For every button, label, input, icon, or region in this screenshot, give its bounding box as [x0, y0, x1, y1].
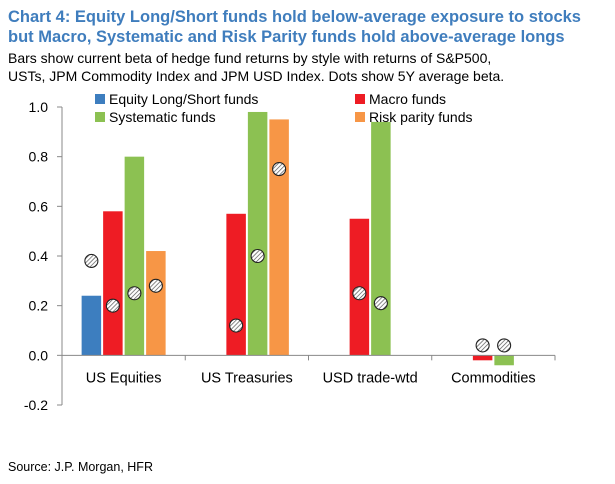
- bar-equity-long-short-funds-us-equities: [81, 295, 102, 356]
- bar-risk-parity-funds-us-treasuries: [269, 119, 289, 356]
- dots-layer: [84, 162, 512, 353]
- bars-layer: [81, 111, 514, 366]
- avg-dot-macro-funds-us-treasuries: [229, 318, 244, 333]
- x-tick-label-us-equities: US Equities: [86, 370, 162, 386]
- y-tick-label: 0.8: [29, 149, 49, 165]
- chart-subtitle: Bars show current beta of hedge fund ret…: [8, 49, 612, 85]
- legend-swatch-systematic-funds: [95, 112, 105, 122]
- bar-risk-parity-funds-us-equities: [146, 251, 166, 356]
- legend-swatch-equity-long-short-funds: [95, 94, 105, 104]
- legend-label-macro-funds: Macro funds: [369, 91, 446, 107]
- y-tick-label: 0.4: [29, 248, 49, 264]
- x-tick-label-commodities: Commodities: [451, 370, 536, 386]
- y-tick-label: 0.6: [29, 198, 49, 214]
- bar-systematic-funds-commodities: [494, 355, 514, 366]
- x-tick-label-us-treasuries: US Treasuries: [201, 370, 293, 386]
- avg-dot-risk-parity-funds-us-equities: [148, 278, 163, 293]
- source-note: Source: J.P. Morgan, HFR: [8, 460, 153, 474]
- avg-dot-macro-funds-commodities: [475, 338, 490, 353]
- x-tick-label-usd-trade-wtd: USD trade-wtd: [323, 370, 418, 386]
- bar-macro-funds-commodities: [472, 355, 493, 361]
- chart-subtitle-line-2: USTs, JPM Commodity Index and JPM USD In…: [8, 68, 505, 84]
- avg-dot-systematic-funds-usd-trade-wtd: [373, 296, 388, 311]
- y-tick-label: -0.2: [24, 397, 48, 413]
- legend-label-equity-long-short-funds: Equity Long/Short funds: [109, 91, 258, 107]
- legend: Equity Long/Short funds Macro funds System…: [95, 91, 472, 125]
- bar-systematic-funds-us-equities: [124, 156, 145, 356]
- avg-dot-risk-parity-funds-us-treasuries: [272, 162, 287, 177]
- y-tick-label: 1.0: [29, 99, 49, 115]
- legend-label-systematic-funds: Systematic funds: [109, 109, 216, 125]
- chart-subtitle-line-1: Bars show current beta of hedge fund ret…: [8, 50, 492, 66]
- avg-dot-equity-long-short-funds-us-equities: [84, 253, 99, 269]
- avg-dot-systematic-funds-us-treasuries: [250, 248, 265, 264]
- axes-layer: -0.2 0.0 0.2 0.4 0.6 0.8 1.0 US Equities US Trea…: [24, 99, 556, 413]
- chart-title-line-2: but Macro, Systematic and Risk Parity fu…: [8, 28, 565, 46]
- legend-label-risk-parity-funds: Risk parity funds: [369, 109, 472, 125]
- avg-dot-systematic-funds-commodities: [497, 338, 512, 353]
- avg-dot-systematic-funds-us-equities: [127, 286, 142, 301]
- chart-title: Chart 4: Equity Long/Short funds hold be…: [8, 7, 608, 47]
- bar-macro-funds-us-treasuries: [226, 213, 246, 356]
- bar-macro-funds-us-equities: [103, 211, 123, 356]
- y-tick-label: 0.2: [29, 298, 49, 314]
- legend-swatch-risk-parity-funds: [355, 112, 365, 122]
- y-tick-label: 0.0: [29, 347, 49, 363]
- bar-systematic-funds-us-treasuries: [247, 111, 268, 356]
- avg-dot-macro-funds-us-equities: [105, 298, 120, 313]
- avg-dot-macro-funds-usd-trade-wtd: [352, 286, 367, 301]
- legend-swatch-macro-funds: [355, 94, 365, 104]
- bar-systematic-funds-usd-trade-wtd: [371, 121, 391, 356]
- chart-title-line-1: Chart 4: Equity Long/Short funds hold be…: [8, 8, 581, 26]
